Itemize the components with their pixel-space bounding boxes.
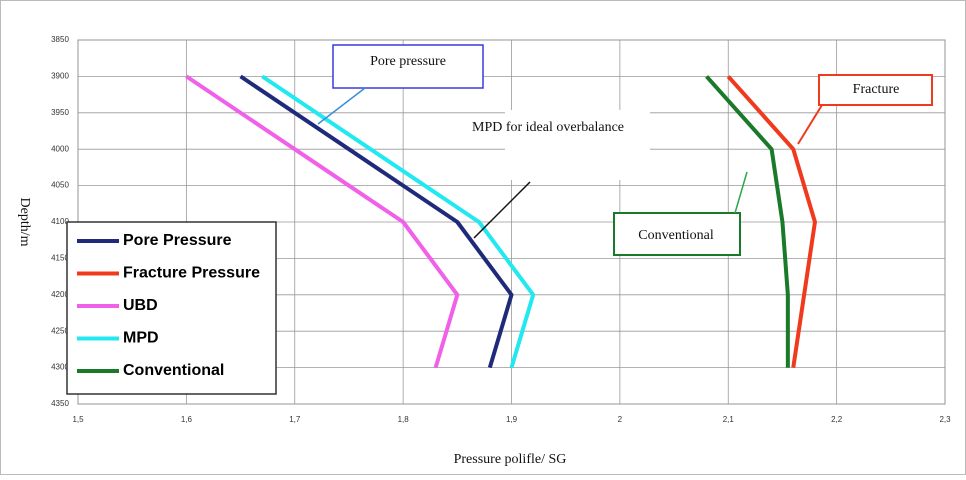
x-axis-label: Pressure polifle/ SG — [454, 452, 567, 467]
y-tick-label: 4250 — [51, 326, 69, 335]
x-tick-label: 1,5 — [72, 415, 84, 424]
annotation-box — [332, 44, 484, 89]
legend-label: UBD — [123, 297, 158, 314]
series-line — [185, 74, 460, 369]
y-tick-label: 4350 — [51, 399, 69, 408]
annotation-box — [613, 212, 741, 256]
annotation-arrow — [317, 87, 366, 125]
x-tick-label: 2,1 — [723, 415, 735, 424]
y-tick-label: 3950 — [51, 108, 69, 117]
series-line — [705, 75, 790, 368]
series-line — [239, 74, 514, 369]
x-tick-label: 1,9 — [506, 415, 518, 424]
x-tick-label: 2,2 — [831, 415, 843, 424]
annotation: Fracture — [853, 82, 900, 97]
x-tick-label: 2,3 — [939, 415, 951, 424]
x-tick-label: 2 — [618, 415, 623, 424]
y-tick-label: 4100 — [51, 217, 69, 226]
series-line — [261, 74, 536, 369]
annotation-arrow — [797, 104, 823, 145]
y-tick-label: 4150 — [51, 254, 69, 263]
annotation-box — [818, 74, 933, 106]
y-tick-label: 4000 — [51, 144, 69, 153]
legend-label: MPD — [123, 330, 159, 347]
y-tick-label: 3900 — [51, 72, 69, 81]
x-tick-label: 1,8 — [398, 415, 410, 424]
annotation: Pore pressure — [370, 54, 446, 69]
legend-label: Pore Pressure — [123, 232, 232, 249]
annotation-bg — [505, 110, 650, 180]
y-tick-label: 4300 — [51, 363, 69, 372]
series-line — [726, 75, 817, 368]
legend-label: Conventional — [123, 362, 224, 379]
annotation-arrow — [473, 181, 531, 239]
y-axis-label: Depth/m — [17, 198, 32, 247]
y-tick-label: 4200 — [51, 290, 69, 299]
y-tick-label: 4050 — [51, 181, 69, 190]
annotation: Conventional — [638, 228, 714, 243]
x-tick-label: 1,7 — [289, 415, 301, 424]
annotation: MPD for ideal overbalance — [472, 120, 624, 135]
legend-label: Fracture Pressure — [123, 265, 260, 282]
y-tick-label: 3850 — [51, 35, 69, 44]
annotation-arrow — [734, 171, 748, 214]
x-tick-label: 1,6 — [181, 415, 193, 424]
